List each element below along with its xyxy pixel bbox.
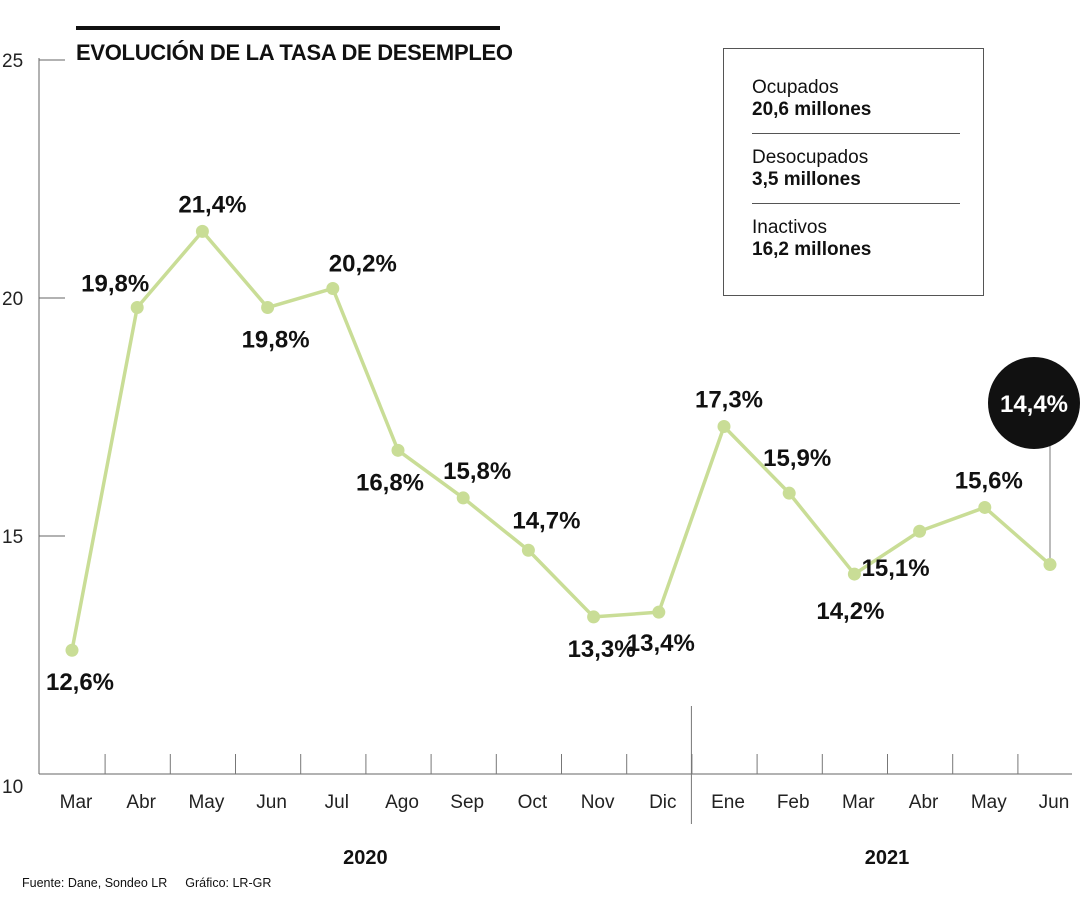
x-tick-label: Jul: [325, 792, 349, 813]
data-point: [326, 281, 340, 295]
stat-label: Desocupados: [752, 147, 869, 168]
x-tick-label: Mar: [842, 792, 875, 813]
x-tick-label: Nov: [581, 792, 615, 813]
value-label: 16,8%: [356, 469, 424, 496]
value-label: 14,2%: [816, 598, 884, 625]
stat-divider: [752, 203, 960, 204]
value-label: 15,8%: [443, 458, 511, 485]
x-tick-label: Dic: [649, 792, 676, 813]
data-point: [978, 500, 992, 514]
value-label: 13,3%: [568, 636, 636, 663]
year-label: 2021: [865, 847, 910, 869]
value-label: 15,6%: [955, 467, 1023, 494]
stats-box: Ocupados 20,6 millones Desocupados 3,5 m…: [723, 48, 984, 296]
source-note: Fuente: Dane, Sondeo LR Gráfico: LR-GR: [22, 876, 289, 890]
highlight-badge: [988, 357, 1080, 449]
data-point: [130, 301, 144, 315]
stat-value: 16,2 millones: [752, 239, 872, 260]
value-label: 15,9%: [763, 445, 831, 472]
chart-title: EVOLUCIÓN DE LA TASA DE DESEMPLEO: [76, 40, 513, 65]
x-tick-label: May: [188, 792, 224, 813]
data-point: [391, 443, 405, 457]
data-point: [195, 224, 209, 238]
value-label: 14,7%: [512, 507, 580, 534]
value-label: 19,8%: [242, 327, 310, 354]
data-point: [521, 543, 535, 557]
stat-label: Inactivos: [752, 217, 827, 238]
series-line: [70, 229, 1052, 651]
x-tick-label: Oct: [518, 792, 548, 813]
y-tick-label: 20: [2, 289, 23, 310]
value-label: 19,8%: [81, 271, 149, 298]
value-label: 12,6%: [46, 669, 114, 696]
x-tick-label: Mar: [60, 792, 93, 813]
source-text: Fuente: Dane, Sondeo LR: [22, 876, 168, 890]
y-tick-label: 25: [2, 51, 23, 72]
x-tick-label: Ene: [711, 792, 745, 813]
x-tick-label: Ago: [385, 792, 419, 813]
x-tick-label: Jun: [256, 792, 287, 813]
highlight-value-label: 14,4%: [1000, 391, 1068, 418]
value-label: 21,4%: [178, 191, 246, 218]
x-tick-label: Abr: [126, 792, 156, 813]
data-point: [587, 610, 601, 624]
data-point: [782, 486, 796, 500]
stat-inactivos: Inactivos 16,2 millones: [752, 217, 962, 261]
graphic-credit: Gráfico: LR-GR: [185, 876, 272, 890]
data-point: [847, 567, 861, 581]
year-label: 2020: [343, 847, 388, 869]
data-point: [456, 491, 470, 505]
stat-desocupados: Desocupados 3,5 millones: [752, 147, 962, 191]
x-tick-label: Jun: [1039, 792, 1070, 813]
y-tick-label: 10: [2, 777, 23, 798]
data-point: [261, 301, 275, 315]
value-label: 17,3%: [695, 387, 763, 414]
data-point: [913, 524, 927, 538]
stat-ocupados: Ocupados 20,6 millones: [752, 77, 962, 121]
x-tick-label: Abr: [909, 792, 939, 813]
data-point: [652, 605, 666, 619]
x-tick-label: Feb: [777, 792, 810, 813]
stat-divider: [752, 133, 960, 134]
title-rule: [76, 26, 500, 30]
data-point: [65, 643, 79, 657]
stat-label: Ocupados: [752, 77, 839, 98]
data-point: [717, 420, 731, 434]
stat-value: 20,6 millones: [752, 99, 872, 120]
x-tick-label: Sep: [450, 792, 484, 813]
value-label: 13,4%: [627, 630, 695, 657]
stat-value: 3,5 millones: [752, 169, 861, 190]
value-label: 15,1%: [862, 555, 930, 582]
y-tick-label: 15: [2, 527, 23, 548]
data-point: [1043, 558, 1057, 572]
value-label: 20,2%: [329, 250, 397, 277]
x-tick-label: May: [971, 792, 1007, 813]
